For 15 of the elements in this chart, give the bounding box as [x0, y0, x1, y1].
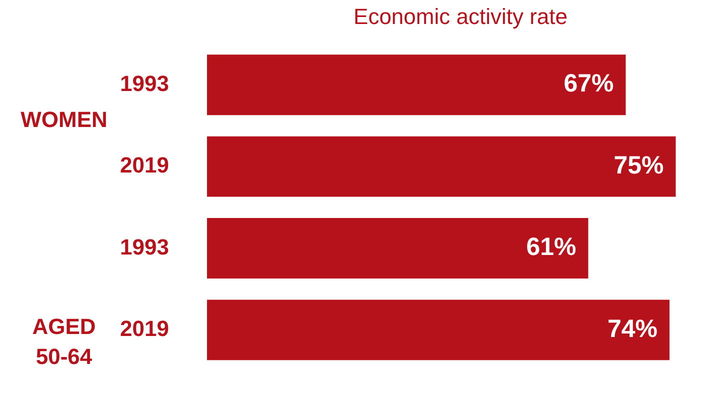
data-label: 75% [614, 151, 664, 180]
data-label: 67% [564, 70, 614, 98]
chart-title: Economic activity rate [352, 4, 568, 30]
text: AGED 50-64 [31, 313, 97, 371]
bar [206, 300, 670, 360]
bar [206, 136, 676, 197]
text: WOMEN [20, 106, 108, 134]
data-label: 61% [526, 233, 576, 262]
bar [206, 54, 626, 116]
y-tick-label: 1993 [120, 234, 169, 260]
bar [206, 218, 588, 278]
y-tick-label: 2019 [120, 152, 169, 178]
y-tick-label: 2019 [120, 316, 169, 342]
y-tick-label: 1993 [120, 70, 169, 96]
data-label: 74% [607, 314, 658, 343]
